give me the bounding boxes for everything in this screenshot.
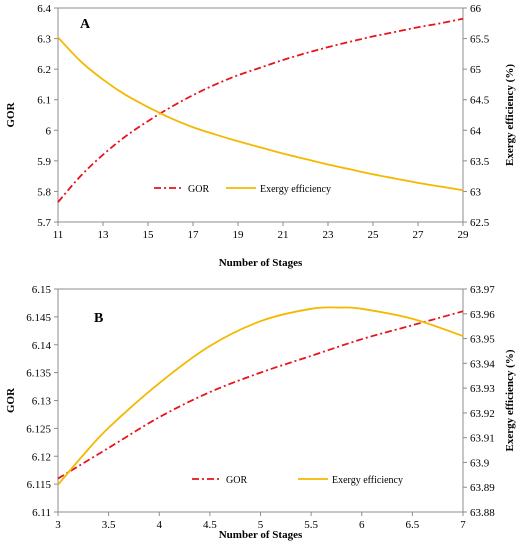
panel-a-x-tick-label: 19 — [233, 229, 245, 241]
panel-b-y2-tick-label: 63.89 — [470, 482, 495, 494]
panel-b-y-tick-label: 6.15 — [32, 284, 52, 296]
panel-a-x-tick-label: 15 — [143, 229, 155, 241]
panel-a-x-tick-label: 13 — [98, 229, 110, 241]
panel-b-y2-tick-label: 63.94 — [470, 358, 495, 370]
panel-b-y2-tick-label: 63.95 — [470, 334, 495, 346]
panel-a-legend-label-gor: GOR — [188, 184, 209, 195]
panel-a-y-tick-label: 6 — [46, 125, 52, 137]
panel-b-x-tick-label: 4 — [157, 519, 163, 531]
panel-a-y-tick-label: 6.1 — [37, 95, 51, 107]
panel-a-y2-tick-label: 64 — [470, 125, 482, 137]
panel-b-legend-label-exergy: Exergy efficiency — [332, 475, 403, 486]
panel-a-x-tick-label: 23 — [323, 229, 335, 241]
panel-a-x-tick-label: 27 — [413, 229, 425, 241]
panel-b-x-axis-label: Number of Stages — [219, 529, 303, 541]
panel-b-y-tick-label: 6.145 — [26, 312, 51, 324]
panel-a-y2-tick-label: 62.5 — [470, 217, 490, 229]
panel-a-x-tick-label: 21 — [278, 229, 289, 241]
panel-a-y2-tick-label: 65.5 — [470, 34, 490, 46]
panel-b-y-tick-label: 6.125 — [26, 423, 51, 435]
panel-a-y-tick-label: 6.2 — [37, 64, 51, 76]
panel-a-y2-tick-label: 63.5 — [470, 156, 490, 168]
panel-a-y-tick-label: 5.9 — [37, 156, 51, 168]
panel-b-x-tick-label: 7 — [460, 519, 466, 531]
panel-b-y2-tick-label: 63.88 — [470, 507, 495, 519]
panel-a-panel-label: A — [80, 17, 91, 32]
panel-b-y2-tick-label: 63.96 — [470, 309, 495, 321]
panel-b-y-tick-label: 6.13 — [32, 396, 52, 408]
panel-b-y2-tick-label: 63.91 — [470, 433, 495, 445]
panel-b-x-tick-label: 6.5 — [406, 519, 420, 531]
panel-b-panel-label: B — [94, 311, 103, 326]
panel-b-y-tick-label: 6.12 — [32, 451, 51, 463]
panel-a-y2-tick-label: 65 — [470, 64, 482, 76]
panel-a-legend-label-exergy: Exergy efficiency — [260, 184, 331, 195]
panel-a-y-tick-label: 6.4 — [37, 3, 51, 15]
panel-b-y2-tick-label: 63.92 — [470, 408, 495, 420]
panel-a-y2-tick-label: 66 — [470, 3, 482, 15]
panel-a-y-axis-label: GOR — [5, 101, 17, 127]
panel-b-x-tick-label: 4.5 — [203, 519, 217, 531]
panel-b-legend-label-gor: GOR — [226, 475, 247, 486]
panel-b-y2-tick-label: 63.93 — [470, 383, 495, 395]
panel-a-x-tick-label: 17 — [188, 229, 200, 241]
panel-a-x-axis-label: Number of Stages — [219, 257, 303, 269]
panel-a-y2-axis-label: Exergy efficiency (%) — [504, 64, 516, 166]
panel-b-y-tick-label: 6.115 — [27, 479, 52, 491]
panel-a-x-tick-label: 25 — [368, 229, 380, 241]
panel-a-y-tick-label: 6.3 — [37, 34, 51, 46]
panel-b-y-tick-label: 6.11 — [32, 507, 51, 519]
panel-b-y2-tick-label: 63.9 — [470, 457, 490, 469]
panel-a-chart: 11 13 15 17 19 21 23 25 27 29 5.7 5.8 5.9 6 6.1 6.2 6.3 6… — [5, 3, 516, 269]
panel-b-y-tick-label: 6.14 — [32, 340, 52, 352]
panel-b-x-tick-label: 3 — [55, 519, 61, 531]
panel-a-y2-tick-label: 63 — [470, 186, 482, 198]
panel-a-x-tick-label: 29 — [458, 229, 470, 241]
panel-a-y-tick-label: 5.7 — [37, 217, 51, 229]
panel-b-y-axis-label: GOR — [5, 387, 17, 413]
panel-b-y-tick-label: 6.135 — [26, 368, 51, 380]
panel-a-y-tick-label: 5.8 — [37, 186, 51, 198]
panel-b-y2-tick-label: 63.97 — [470, 284, 495, 296]
panel-a-x-tick-label: 11 — [53, 229, 64, 241]
panel-a-y2-tick-label: 64.5 — [470, 95, 490, 107]
panel-b-chart: 3 3.5 4 4.5 5 5.5 6 6.5 76.116.1156.126.1256.136… — [5, 284, 516, 541]
panel-b-x-tick-label: 3.5 — [102, 519, 116, 531]
panel-b-y2-axis-label: Exergy efficiency (%) — [504, 349, 516, 451]
panel-b-x-tick-label: 6 — [359, 519, 365, 531]
panel-b-x-tick-label: 5.5 — [304, 519, 318, 531]
